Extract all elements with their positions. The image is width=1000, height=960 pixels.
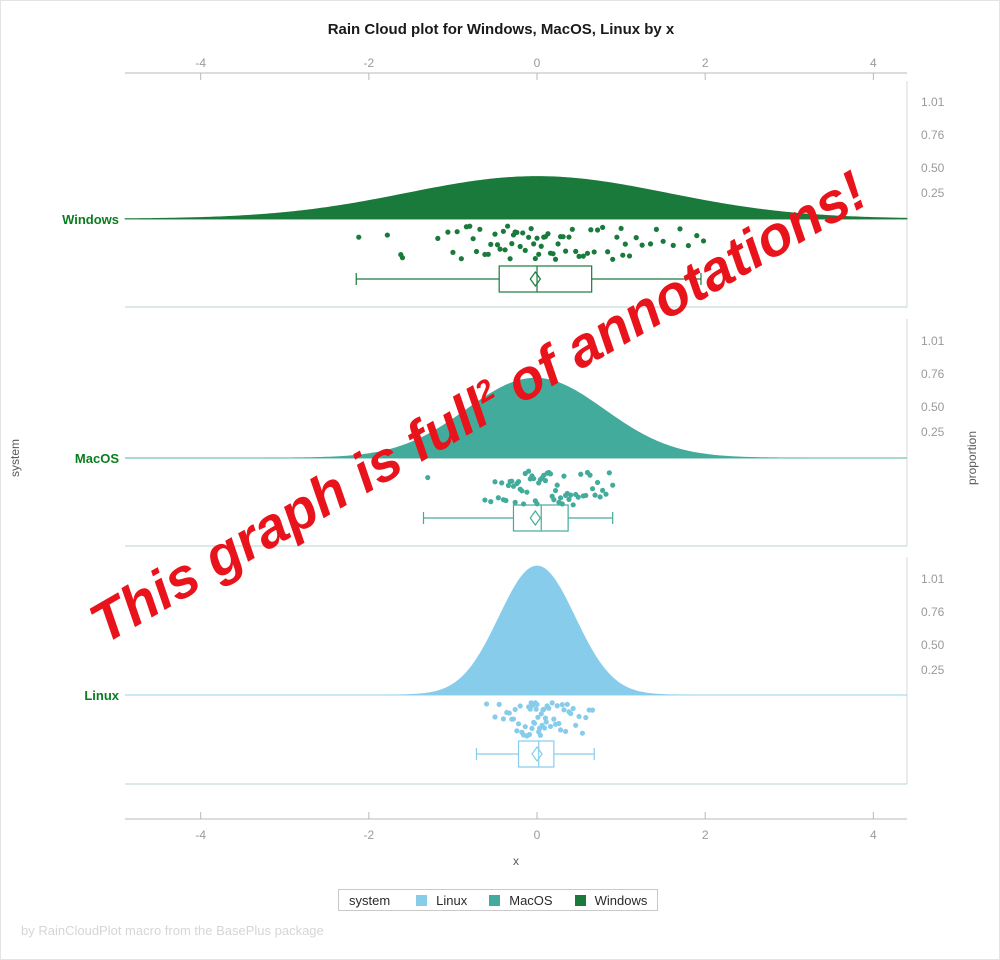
svg-text:0.25: 0.25 <box>921 425 945 439</box>
svg-text:4: 4 <box>870 56 877 70</box>
svg-text:0.25: 0.25 <box>921 663 945 677</box>
legend-label-macos: MacOS <box>509 892 553 908</box>
legend-swatch-linux <box>416 894 428 906</box>
legend-item-linux[interactable]: Linux <box>416 893 467 908</box>
svg-text:4: 4 <box>870 828 877 842</box>
svg-text:0.50: 0.50 <box>921 638 945 652</box>
legend-label-linux: Linux <box>436 892 468 908</box>
svg-text:Windows: Windows <box>62 212 119 227</box>
svg-text:1.01: 1.01 <box>921 334 945 348</box>
svg-text:0: 0 <box>534 828 541 842</box>
legend-item-windows[interactable]: Windows <box>574 892 648 908</box>
svg-text:0: 0 <box>534 56 541 70</box>
svg-text:0.76: 0.76 <box>921 367 945 381</box>
svg-text:-4: -4 <box>195 828 206 842</box>
legend-label-windows: Windows <box>594 892 648 908</box>
svg-text:-4: -4 <box>195 56 206 70</box>
svg-text:0.76: 0.76 <box>921 605 945 619</box>
legend-swatch-windows <box>574 894 586 906</box>
svg-text:0.76: 0.76 <box>921 128 945 142</box>
svg-text:1.01: 1.01 <box>921 95 945 109</box>
legend: system Linux MacOS Windows <box>338 889 659 911</box>
legend-title: system <box>349 892 391 908</box>
svg-text:proportion: proportion <box>965 431 979 485</box>
svg-text:system: system <box>8 439 22 477</box>
footer-note: by RainCloudPlot macro from the BasePlus… <box>21 923 324 938</box>
svg-text:2: 2 <box>702 828 709 842</box>
page-title: Rain Cloud plot for Windows, MacOS, Linu… <box>327 21 675 38</box>
svg-text:-2: -2 <box>364 56 375 70</box>
svg-text:Linux: Linux <box>84 688 119 703</box>
svg-text:-2: -2 <box>364 828 375 842</box>
svg-text:1.01: 1.01 <box>921 572 945 586</box>
svg-text:0.50: 0.50 <box>921 161 945 175</box>
svg-text:0.25: 0.25 <box>921 186 945 200</box>
svg-text:MacOS: MacOS <box>75 451 119 466</box>
svg-text:x: x <box>513 854 519 868</box>
legend-swatch-macos <box>489 894 501 906</box>
svg-text:0.50: 0.50 <box>921 400 945 414</box>
svg-text:2: 2 <box>702 56 709 70</box>
legend-item-macos[interactable]: MacOS <box>489 892 553 908</box>
